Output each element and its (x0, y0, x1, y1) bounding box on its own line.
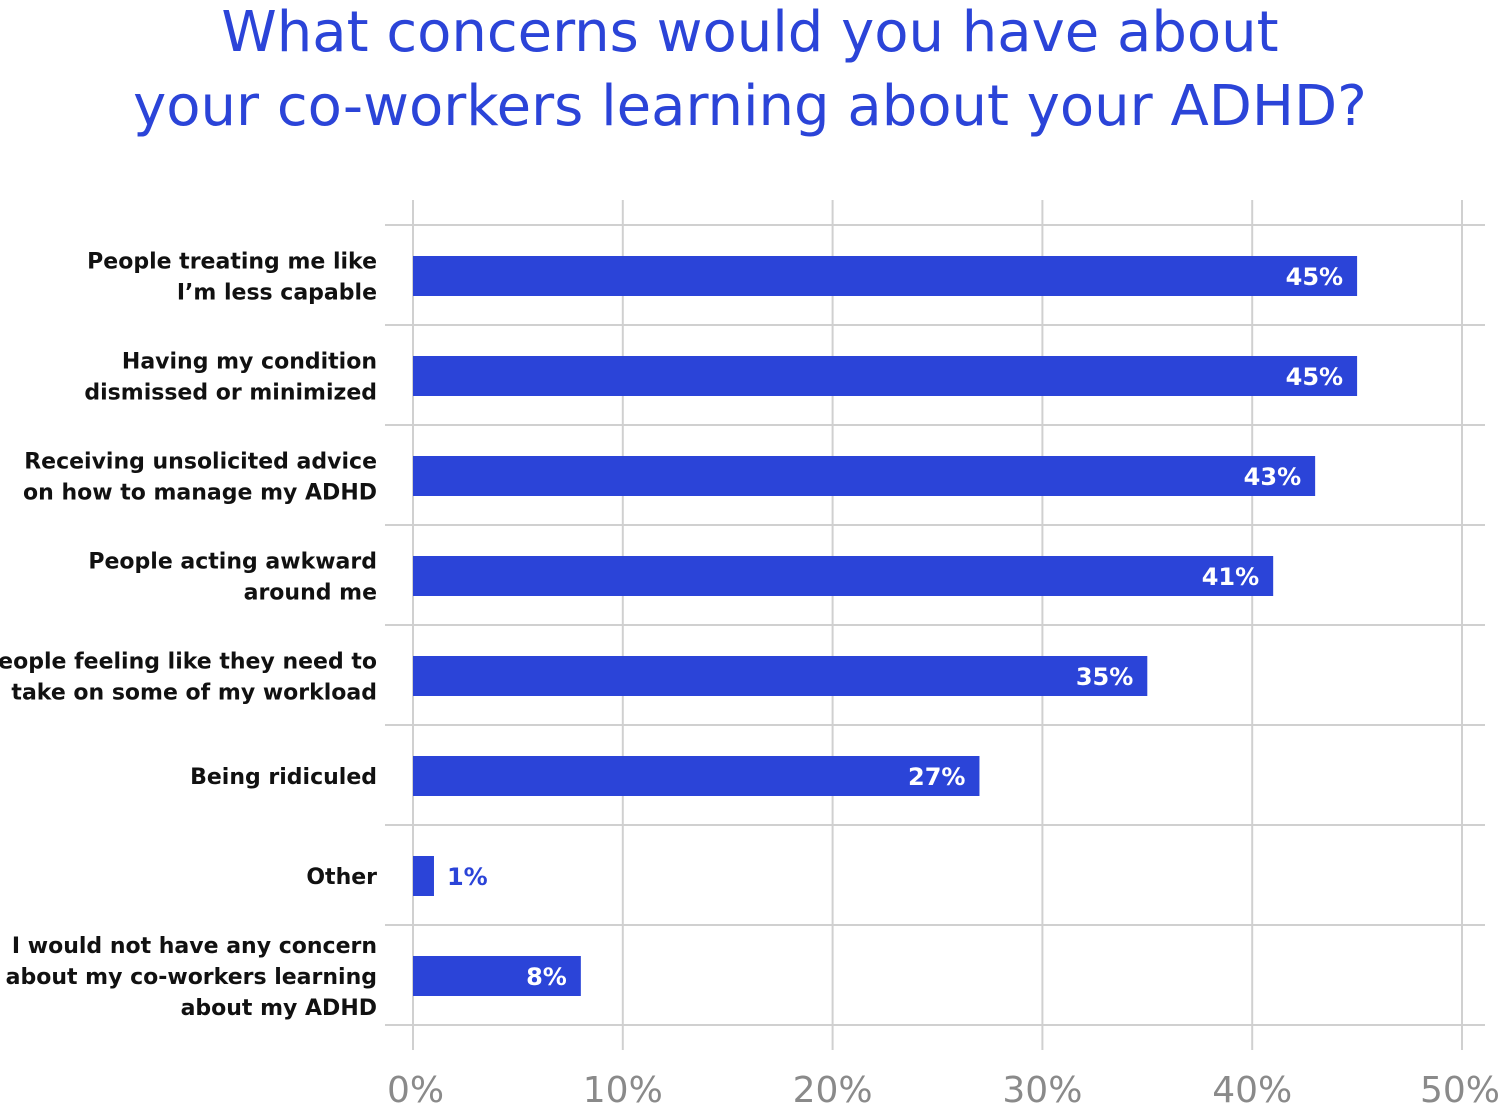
value-label: 41% (1202, 563, 1259, 591)
bar (413, 356, 1358, 396)
category-label-line: Receiving unsolicited advice (24, 450, 377, 475)
category-label-line: take on some of my workload (11, 681, 377, 706)
x-tick-label: 30% (1002, 1070, 1082, 1111)
value-label: 8% (526, 963, 567, 991)
x-axis-ticks: 0% 10% 20% 30% 40% 50% (387, 1070, 1500, 1111)
category-label-line: about my ADHD (181, 996, 377, 1021)
bar (413, 856, 434, 896)
x-tick-label: 10% (583, 1070, 663, 1111)
grid-lines (385, 200, 1485, 1050)
x-tick-label: 50% (1420, 1070, 1500, 1111)
bar (413, 256, 1358, 296)
category-label-line: Other (306, 865, 377, 890)
bar (413, 956, 581, 996)
category-label-line: about my co-workers learning (6, 965, 377, 990)
bar (413, 656, 1148, 696)
value-label: 35% (1076, 663, 1133, 691)
chart-title-line-1: What concerns would you have about (221, 0, 1279, 65)
category-label-line: I would not have any concern (12, 934, 377, 959)
value-label: 1% (447, 863, 488, 891)
category-label-line: Having my condition (122, 350, 377, 375)
value-label: 45% (1286, 363, 1343, 391)
category-label-line: dismissed or minimized (84, 381, 377, 406)
value-label: 43% (1244, 463, 1301, 491)
category-label-line: People acting awkward (88, 550, 377, 575)
x-tick-label: 20% (793, 1070, 873, 1111)
bar (413, 556, 1274, 596)
x-tick-label: 0% (387, 1070, 444, 1111)
category-label-line: People treating me like (87, 250, 377, 275)
category-label-line: People feeling like they need to (0, 650, 377, 675)
bar (413, 456, 1316, 496)
value-label: 45% (1286, 263, 1343, 291)
bars (413, 256, 1358, 996)
value-labels: 45% 45% 43% 41% 35% 27% 1% 8% (447, 263, 1343, 991)
category-label-line: Being ridiculed (190, 765, 377, 790)
category-label-line: I’m less capable (177, 281, 377, 306)
bar (413, 756, 980, 796)
x-tick-label: 40% (1212, 1070, 1292, 1111)
category-label-line: around me (244, 581, 377, 606)
category-label-line: on how to manage my ADHD (23, 481, 377, 506)
category-labels: People treating me like I’m less capable H… (0, 250, 377, 1022)
value-label: 27% (908, 763, 965, 791)
chart-title-line-2: your co-workers learning about your ADHD… (133, 74, 1367, 139)
chart-title: What concerns would you have about your … (0, 0, 1500, 144)
